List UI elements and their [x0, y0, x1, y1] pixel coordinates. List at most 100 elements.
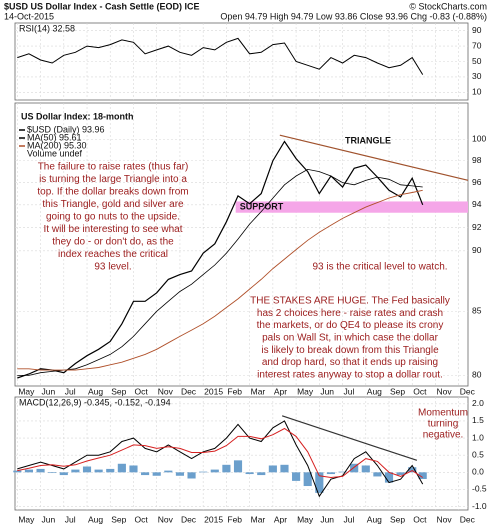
- annotation-line: is likely to break down from this Triang…: [261, 345, 439, 356]
- legend-entry: $USD (Daily) 93.96: [27, 124, 105, 134]
- y-tick-label: -1.0: [472, 501, 487, 511]
- histogram-bar: [36, 468, 45, 473]
- annotation: 93 is the critical level to watch.: [312, 262, 447, 273]
- x-tick-label: Jun: [42, 514, 56, 524]
- x-tick-label: Jul: [65, 514, 76, 524]
- support-label: SUPPORT: [240, 201, 284, 211]
- y-tick-label: -0.5: [472, 484, 487, 494]
- annotation-line: negative.: [423, 430, 464, 441]
- x-tick-label: 2015: [204, 386, 223, 396]
- x-tick-label: May: [297, 514, 314, 524]
- histogram-bar: [141, 472, 150, 476]
- histogram-bar: [13, 470, 22, 473]
- histogram-bar: [396, 472, 405, 476]
- legend-entry: Volume undef: [27, 148, 83, 158]
- header-quote: Open 94.79 High 94.79 Low 93.86 Close 93…: [220, 11, 487, 21]
- y-tick-label: 80: [472, 370, 482, 380]
- x-tick-label: Mar: [251, 386, 266, 396]
- histogram-bar: [233, 460, 243, 473]
- annotation-line: top. If the dollar breaks down from: [37, 187, 188, 198]
- annotation-line: Momentum: [418, 408, 468, 419]
- x-tick-label: Feb: [227, 514, 242, 524]
- header-date: 14-Oct-2015: [4, 11, 54, 21]
- x-tick-label: Jul: [344, 386, 355, 396]
- histogram-bar: [94, 469, 103, 473]
- histogram-bar: [408, 467, 417, 473]
- x-tick-label: Mar: [251, 514, 266, 524]
- triangle-label: TRIANGLE: [345, 135, 391, 145]
- header-source: © StockCharts.com: [409, 1, 487, 11]
- histogram-bar: [384, 472, 394, 483]
- x-tick-label: Dec: [181, 514, 197, 524]
- x-tick-label: 2015: [204, 514, 223, 524]
- annotation-line: going to go nuts to the upside.: [46, 212, 180, 223]
- histogram-bar: [350, 463, 359, 473]
- histogram-bar: [315, 472, 324, 493]
- histogram-bar: [373, 472, 382, 477]
- histogram-bar: [418, 472, 427, 479]
- annotation-line: this Triangle, gold and silver are: [42, 199, 184, 210]
- x-tick-label: Dec: [460, 514, 476, 524]
- x-tick-label: Oct: [134, 386, 148, 396]
- histogram-bar: [175, 472, 185, 476]
- x-tick-label: Oct: [134, 514, 148, 524]
- header-symbol: $USD US Dollar Index - Cash Settle (EOD)…: [4, 1, 200, 11]
- x-tick-label: Dec: [181, 386, 197, 396]
- histogram-bar: [222, 464, 231, 473]
- histogram-bar: [152, 472, 161, 476]
- histogram-bar: [129, 465, 138, 473]
- histogram-bar: [292, 472, 301, 481]
- y-tick-label: 85: [472, 306, 482, 316]
- annotation-line: It will be interesting to see what: [44, 224, 183, 235]
- y-tick-label: 94: [472, 199, 482, 209]
- trendline: [279, 134, 469, 181]
- histogram-bar: [280, 464, 289, 473]
- x-tick-label: Jul: [65, 386, 76, 396]
- histogram-bar: [106, 468, 115, 473]
- y-tick-label: 70: [472, 40, 482, 50]
- histogram-bar: [187, 472, 196, 479]
- annotation-line: the markets, or do QE4 to please its cro…: [257, 320, 444, 331]
- x-tick-label: Dec: [460, 386, 476, 396]
- legend-entry: MACD(12,26,9) -0.345, -0.152, -0.194: [19, 397, 171, 407]
- histogram-bar: [326, 472, 336, 475]
- histogram-bar: [199, 471, 208, 473]
- chart-title: US Dollar Index: 18-month: [21, 111, 134, 121]
- series-line: [17, 427, 423, 479]
- series-line: [17, 140, 424, 379]
- histogram-bar: [338, 471, 347, 473]
- histogram-bar: [268, 465, 277, 473]
- histogram-bar: [82, 466, 92, 473]
- legend-entry: MA(200) 95.30: [27, 140, 87, 150]
- histogram-bar: [303, 472, 312, 487]
- histogram-bar: [210, 469, 219, 473]
- x-tick-label: May: [297, 386, 314, 396]
- x-tick-label: Jun: [320, 514, 334, 524]
- panel: [14, 102, 469, 387]
- y-tick-label: 90: [472, 245, 482, 255]
- y-tick-label: 98: [472, 155, 482, 165]
- x-tick-label: Nov: [436, 386, 452, 396]
- x-tick-label: Nov: [158, 514, 174, 524]
- histogram-bar: [257, 472, 266, 476]
- histogram-bar: [48, 472, 57, 474]
- annotation-line: The failure to raise rates (thus far): [38, 162, 189, 173]
- x-tick-label: Sep: [390, 514, 405, 524]
- histogram-bar: [361, 465, 370, 473]
- histogram-bar: [71, 469, 80, 473]
- x-tick-label: Sep: [390, 386, 405, 396]
- y-tick-label: 92: [472, 222, 482, 232]
- series-line: [17, 189, 423, 371]
- histogram-bar: [245, 472, 254, 475]
- x-tick-label: Oct: [413, 386, 427, 396]
- trendline: [281, 415, 418, 461]
- x-tick-label: Sep: [111, 514, 126, 524]
- histogram-bar: [24, 469, 34, 473]
- y-tick-label: 0.5: [472, 449, 484, 459]
- x-tick-label: Oct: [413, 514, 427, 524]
- histogram-bar: [117, 463, 126, 473]
- y-tick-label: 10: [472, 87, 482, 97]
- x-tick-label: Jun: [42, 386, 56, 396]
- x-tick-label: Jul: [344, 514, 355, 524]
